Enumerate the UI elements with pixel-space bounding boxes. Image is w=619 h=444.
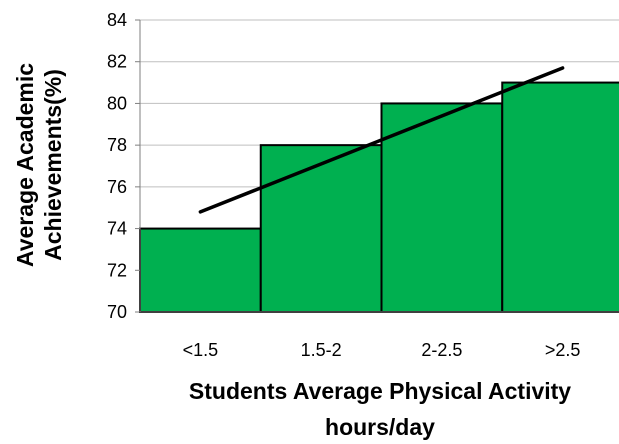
x-axis-title-line-1: Students Average Physical Activity [189, 378, 571, 404]
bar-3 [380, 102, 504, 313]
x-tick-labels: <1.5 1.5-2 2-2.5 >2.5 [183, 340, 581, 360]
bar-4 [501, 81, 619, 313]
trendline [198, 66, 565, 214]
x-axis-title-line-2: hours/day [325, 414, 435, 440]
trendline-group [198, 66, 565, 214]
x-tick-label-3: 2-2.5 [421, 340, 462, 360]
bars [139, 81, 619, 313]
y-tick-label-80: 80 [107, 93, 127, 113]
y-axis-title-line-1: Average Academic [12, 63, 38, 267]
x-tick-label-4: >2.5 [545, 340, 581, 360]
y-tick-label-74: 74 [107, 219, 127, 239]
y-axis-title-line-2: Achievements(%) [40, 69, 66, 261]
y-tick-labels: 70 72 74 76 78 80 82 84 [107, 10, 140, 322]
y-tick-label-82: 82 [107, 52, 127, 72]
x-tick-label-2: 1.5-2 [301, 340, 342, 360]
y-tick-label-84: 84 [107, 10, 127, 30]
axes [139, 20, 619, 313]
bar-1 [139, 227, 262, 313]
y-tick-label-72: 72 [107, 260, 127, 280]
y-tick-label-70: 70 [107, 302, 127, 322]
bar-2 [259, 144, 383, 313]
x-tick-label-1: <1.5 [183, 340, 219, 360]
y-tick-label-76: 76 [107, 177, 127, 197]
y-tick-label-78: 78 [107, 135, 127, 155]
